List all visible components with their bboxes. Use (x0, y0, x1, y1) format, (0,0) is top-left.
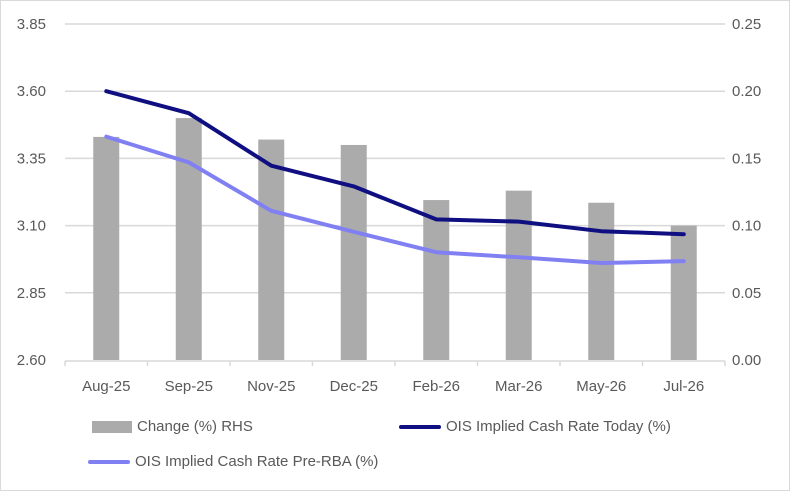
x-axis-tick-label: Aug-25 (82, 378, 130, 395)
x-axis-tick-label: Feb-26 (412, 378, 460, 395)
legend-label: OIS Implied Cash Rate Pre-RBA (%) (135, 453, 379, 470)
left-y-axis: 2.60 2.85 3.10 3.35 3.60 3.85 (17, 16, 46, 369)
left-axis-tick-label: 3.35 (17, 150, 46, 167)
legend-swatch-line (399, 424, 441, 429)
gridlines (65, 23, 725, 294)
left-axis-tick-label: 3.10 (17, 218, 46, 235)
x-axis-tick-label: Dec-25 (330, 378, 378, 395)
x-axis: Aug-25 Sep-25 Nov-25 Dec-25 Feb-26 Mar-26 May-… (64, 360, 726, 395)
right-axis-tick-label: 0.15 (732, 150, 761, 167)
left-axis-tick-label: 2.60 (17, 352, 46, 369)
bar-change-jul-26 (670, 225, 697, 360)
right-axis-tick-label: 0.25 (732, 16, 761, 33)
legend-item-change-rhs: Change (%) RHS (92, 418, 253, 435)
left-axis-tick-label: 2.85 (17, 285, 46, 302)
legend-item-ois-pre-rba: OIS Implied Cash Rate Pre-RBA (%) (88, 453, 378, 470)
line-series (104, 89, 686, 265)
x-axis-tick-label: Sep-25 (165, 378, 213, 395)
legend-swatch-bar (92, 420, 132, 433)
bar-change-mar-26 (505, 190, 532, 360)
x-axis-tick-label: Mar-26 (495, 378, 543, 395)
right-axis-tick-label: 0.00 (732, 352, 761, 369)
bar-change-feb-26 (423, 200, 450, 360)
bar-change-may-26 (588, 202, 615, 360)
bar-change-nov-25 (258, 139, 285, 360)
x-axis-tick-label: Jul-26 (663, 378, 704, 395)
legend-label: Change (%) RHS (137, 418, 253, 435)
legend-label: OIS Implied Cash Rate Today (%) (446, 418, 671, 435)
line-ois-implied-cash-rate-pre-rba (104, 134, 686, 265)
x-axis-tick-label: Nov-25 (247, 378, 295, 395)
bar-change-dec-25 (340, 144, 367, 360)
left-axis-tick-label: 3.60 (17, 83, 46, 100)
right-axis-tick-label: 0.05 (732, 285, 761, 302)
bar-change-sep-25 (175, 118, 202, 360)
x-axis-tick-label: May-26 (576, 378, 626, 395)
right-axis-tick-label: 0.20 (732, 83, 761, 100)
bar-change-aug-25 (93, 136, 120, 360)
right-y-axis: 0.00 0.05 0.10 0.15 0.20 0.25 (732, 16, 761, 369)
legend-item-ois-today: OIS Implied Cash Rate Today (%) (399, 418, 671, 435)
line-ois-implied-cash-rate-today (104, 89, 686, 237)
right-axis-tick-label: 0.10 (732, 218, 761, 235)
left-axis-tick-label: 3.85 (17, 16, 46, 33)
legend-swatch-line (88, 459, 130, 464)
bar-series (93, 118, 697, 360)
